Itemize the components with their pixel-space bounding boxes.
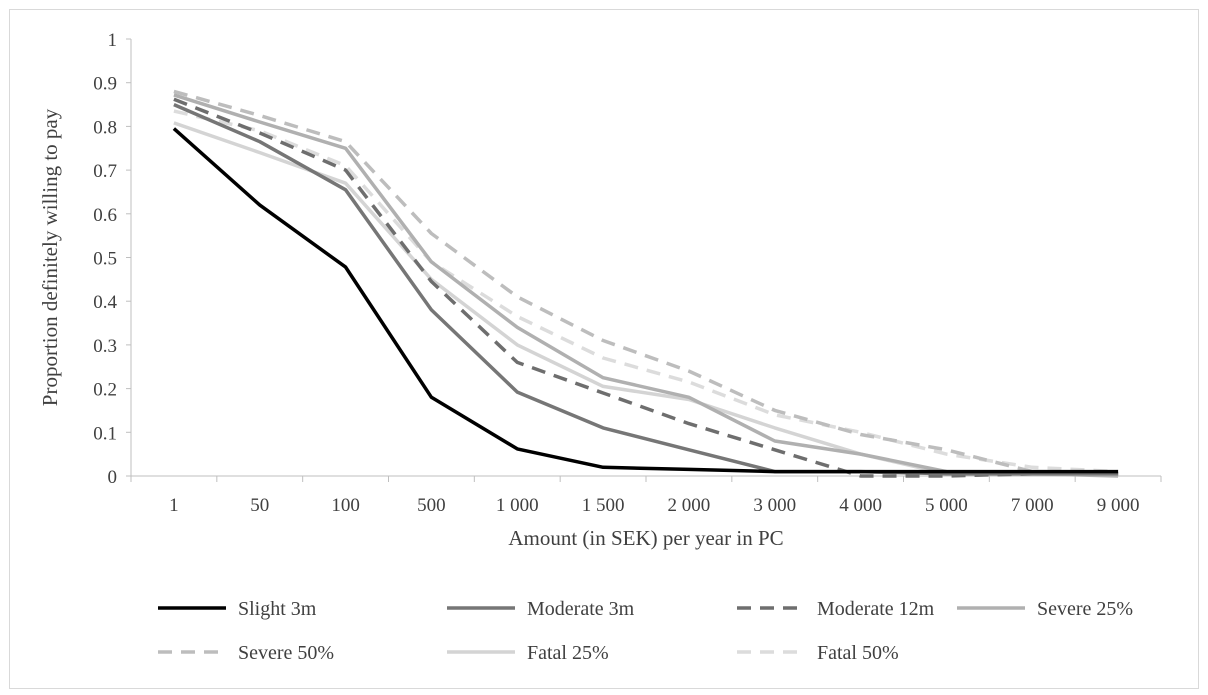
y-tick-label: 0.7 bbox=[93, 161, 117, 182]
y-tick-label: 1 bbox=[108, 30, 118, 51]
legend: Slight 3m Moderate 3m Moderate 12m Severe 2… bbox=[158, 598, 1133, 664]
series-line-moderate-12m bbox=[173, 97, 1119, 478]
y-axis-label: Proportion definitely willing to pay bbox=[38, 108, 62, 406]
series-line-moderate-3m bbox=[173, 102, 1119, 476]
y-tick-label: 0.4 bbox=[93, 292, 117, 313]
x-tick-label: 100 bbox=[331, 495, 360, 516]
y-tick-label: 0.9 bbox=[93, 74, 117, 95]
x-tick-label: 9 000 bbox=[1097, 495, 1140, 516]
legend-label: Severe 50% bbox=[238, 642, 334, 664]
legend-label: Moderate 3m bbox=[527, 598, 635, 620]
legend-label: Slight 3m bbox=[238, 598, 317, 620]
legend-label: Fatal 25% bbox=[527, 642, 609, 664]
x-tick-label: 1 000 bbox=[496, 495, 539, 516]
x-tick-label: 4 000 bbox=[839, 495, 882, 516]
x-axis-label: Amount (in SEK) per year in PC bbox=[508, 526, 783, 550]
x-tick-label: 3 000 bbox=[753, 495, 796, 516]
legend-label: Severe 25% bbox=[1037, 598, 1133, 620]
x-tick-label: 1 bbox=[169, 495, 179, 516]
legend-label: Moderate 12m bbox=[817, 598, 935, 620]
y-tick-label: 0.2 bbox=[93, 380, 117, 401]
y-tick-label: 0.8 bbox=[93, 117, 117, 138]
x-tick-label: 5 000 bbox=[925, 495, 968, 516]
y-tick-label: 0.5 bbox=[93, 249, 117, 270]
chart-frame: 0 0.1 0.2 0.3 0.4 0.5 0.6 0.7 0.8 0.9 1 1 50 100 500 1 … bbox=[9, 9, 1199, 689]
line-chart: 0 0.1 0.2 0.3 0.4 0.5 0.6 0.7 0.8 0.9 1 1 50 100 500 1 … bbox=[38, 30, 1162, 664]
legend-label: Fatal 50% bbox=[817, 642, 899, 664]
x-tick-label: 7 000 bbox=[1011, 495, 1054, 516]
x-tick-label: 1 500 bbox=[582, 495, 625, 516]
series-line-severe-50- bbox=[173, 89, 1119, 476]
y-tick-label: 0.6 bbox=[93, 205, 117, 226]
y-tick-label: 0.3 bbox=[93, 336, 117, 357]
x-tick-label: 2 000 bbox=[668, 495, 711, 516]
axes: 0 0.1 0.2 0.3 0.4 0.5 0.6 0.7 0.8 0.9 1 1 50 100 500 1 … bbox=[93, 30, 1162, 516]
series-line-fatal-25- bbox=[173, 121, 1119, 476]
x-tick-label: 500 bbox=[417, 495, 446, 516]
y-tick-label: 0 bbox=[108, 467, 118, 488]
x-tick-label: 50 bbox=[250, 495, 269, 516]
y-tick-label: 0.1 bbox=[93, 423, 117, 444]
series-lines bbox=[172, 89, 1119, 478]
series-line-fatal-50- bbox=[173, 109, 1119, 474]
series-line-slight-3m bbox=[172, 127, 1119, 474]
